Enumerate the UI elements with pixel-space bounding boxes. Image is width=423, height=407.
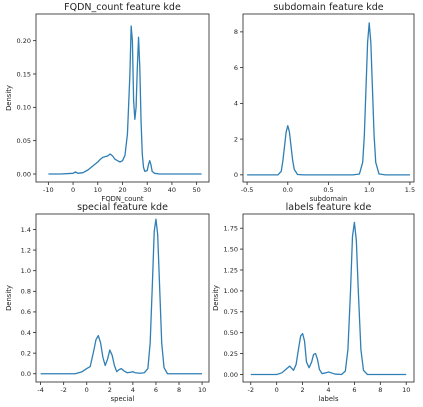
y-tick-label: 1.4	[21, 226, 31, 234]
kde-curve	[40, 218, 203, 375]
kde-curve	[247, 22, 410, 176]
y-tick-label: 0.8	[21, 288, 31, 296]
fqdn-count-kde-chart: FQDN_count feature kde FQDN_count Densit…	[5, 2, 210, 203]
y-tick-label: 0.50	[224, 329, 238, 337]
x-tick-label: 50	[193, 186, 201, 194]
y-tick-label: 1.0	[21, 267, 31, 275]
x-tick-label: 4	[326, 386, 330, 394]
x-tick-label: 0	[275, 386, 279, 394]
y-tick-label: 0.4	[21, 329, 31, 337]
x-tick-label: 6	[352, 386, 356, 394]
y-tick-label: 0.00	[17, 170, 31, 178]
y-tick-label: 1.25	[224, 266, 238, 274]
chart-title: FQDN_count feature kde	[64, 2, 181, 13]
y-tick-label: 0.05	[17, 137, 31, 145]
chart-title: subdomain feature kde	[273, 2, 383, 13]
x-axis-label: special	[111, 395, 135, 403]
y-tick-label: 1.00	[224, 287, 238, 295]
x-tick-label: 0.5	[323, 186, 333, 194]
y-axis-label: Density	[5, 285, 13, 311]
chart-title: special feature kde	[77, 202, 168, 213]
chart-title: labels feature kde	[286, 202, 372, 213]
x-tick-label: 1.0	[364, 186, 374, 194]
x-tick-label: 10	[94, 186, 102, 194]
x-axis-label: labels	[319, 395, 339, 403]
y-tick-label: 0	[234, 171, 238, 179]
x-tick-label: 2	[108, 386, 112, 394]
x-tick-label: -0.5	[241, 186, 254, 194]
x-tick-label: -4	[37, 386, 43, 394]
y-tick-label: 0.2	[21, 349, 31, 357]
plot-frame	[242, 213, 415, 383]
x-axis-label: FQDN_count	[101, 195, 143, 203]
y-tick-label: 0.00	[224, 371, 238, 379]
special-kde-chart: special feature kde special Density -4 -2…	[5, 202, 210, 403]
x-tick-label: 30	[143, 186, 151, 194]
x-tick-label: -2	[248, 386, 254, 394]
x-tick-label: 8	[177, 386, 181, 394]
x-tick-label: 10	[402, 386, 410, 394]
y-tick-label: 1.50	[224, 245, 238, 253]
x-tick-label: 20	[118, 186, 126, 194]
x-axis-label: subdomain	[310, 195, 348, 203]
y-tick-label: 0.20	[17, 37, 31, 45]
y-tick-label: 0.0	[21, 370, 31, 378]
kde-curve	[250, 221, 407, 376]
x-tick-label: -10	[43, 186, 54, 194]
y-tick-label: 2	[234, 135, 238, 143]
y-tick-label: 1.2	[21, 246, 31, 254]
y-tick-label: 0.10	[17, 104, 31, 112]
y-tick-label: 8	[234, 28, 238, 36]
x-tick-label: 0	[85, 386, 89, 394]
x-tick-label: 1.5	[405, 186, 415, 194]
x-tick-label: 0.0	[283, 186, 293, 194]
plot-frame	[242, 13, 415, 183]
y-axis-label: Density	[212, 285, 220, 311]
x-tick-label: 6	[154, 386, 158, 394]
plot-frame	[35, 213, 210, 383]
x-tick-label: 0	[71, 186, 75, 194]
x-tick-label: 40	[168, 186, 176, 194]
y-tick-label: 1.75	[224, 225, 238, 233]
x-tick-label: -2	[60, 386, 66, 394]
kde-curve	[48, 25, 202, 175]
y-tick-label: 6	[234, 64, 238, 72]
y-tick-label: 0.15	[17, 70, 31, 78]
y-axis-label: Density	[5, 85, 13, 111]
x-tick-label: 8	[378, 386, 382, 394]
subdomain-kde-chart: subdomain feature kde subdomain -0.5 0.0 0…	[234, 2, 415, 203]
x-tick-label: 2	[301, 386, 305, 394]
x-tick-label: 10	[198, 386, 206, 394]
plot-frame	[35, 13, 210, 183]
y-tick-label: 0.75	[224, 308, 238, 316]
labels-kde-chart: labels feature kde labels Density -2 0 2 4 6…	[212, 202, 415, 403]
y-tick-label: 4	[234, 100, 238, 108]
y-tick-label: 0.6	[21, 308, 31, 316]
y-tick-label: 0.25	[224, 350, 238, 358]
x-tick-label: 4	[131, 386, 135, 394]
